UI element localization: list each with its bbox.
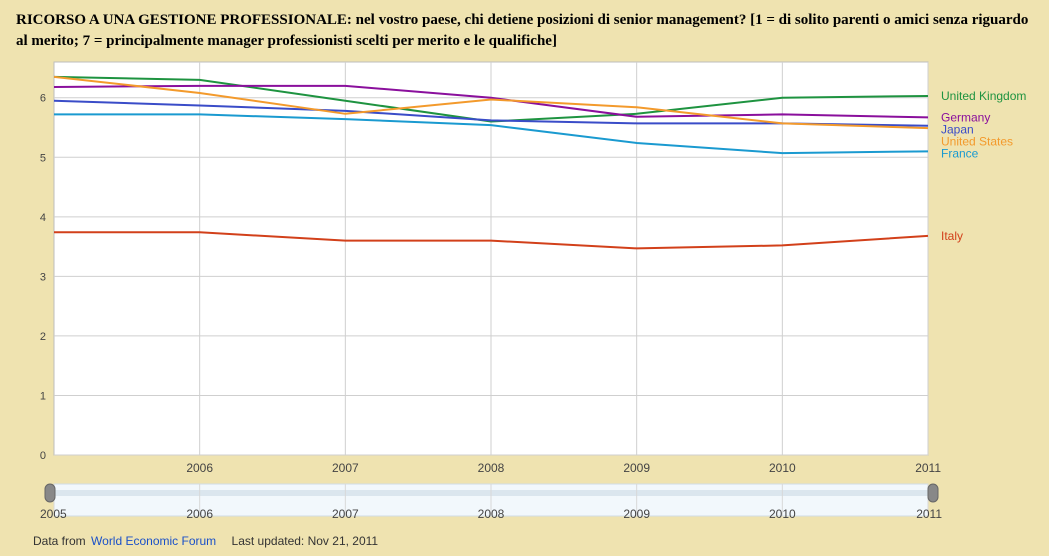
series-line-united-kingdom[interactable] xyxy=(53,75,929,123)
x-tick-label: 2008 xyxy=(478,461,505,475)
y-tick-label: 5 xyxy=(40,152,46,164)
x-tick-label: 2007 xyxy=(332,461,359,475)
series-lines[interactable] xyxy=(53,75,929,250)
chart-title-rest: nel vostro paese, chi detiene posizioni … xyxy=(16,12,1029,49)
y-tick-label: 1 xyxy=(40,390,46,402)
legend-label[interactable]: United Kingdom xyxy=(941,89,1026,103)
x-tick-label: 2006 xyxy=(186,461,213,475)
y-tick-label: 6 xyxy=(40,93,46,105)
range-tick-label: 2005 xyxy=(40,507,67,521)
y-tick-label: 3 xyxy=(40,271,46,283)
series-line-united-states[interactable] xyxy=(53,75,929,130)
x-tick-label: 2011 xyxy=(915,461,941,475)
range-tick-label: 2010 xyxy=(769,507,796,521)
range-selector[interactable]: 2005 2006 2007 2008 2009 2010 2011 xyxy=(40,483,942,521)
range-handle-left[interactable] xyxy=(44,483,56,503)
legend-label[interactable]: Japan xyxy=(941,122,974,136)
x-axis-tick-labels: 2006 2007 2008 2009 2010 2011 xyxy=(186,461,941,475)
y-tick-label: 0 xyxy=(40,450,46,462)
x-tick-label: 2009 xyxy=(623,461,650,475)
range-tick-label: 2008 xyxy=(478,507,505,521)
chart-title-bold: RICORSO A UNA GESTIONE PROFESSIONALE: xyxy=(16,12,352,28)
source-link[interactable]: World Economic Forum xyxy=(91,534,217,548)
line-chart: 0 1 2 3 4 5 6 2006 2007 2008 2009 2010 2011 United … xyxy=(40,61,1026,521)
footer-data-from: Data from xyxy=(33,534,86,548)
range-tick-label: 2009 xyxy=(623,507,650,521)
range-tick-label: 2011 xyxy=(916,507,942,521)
legend-label[interactable]: Germany xyxy=(941,110,990,124)
series-line-italy[interactable] xyxy=(54,231,929,250)
legend-label[interactable]: France xyxy=(941,146,979,160)
legend-label[interactable]: Italy xyxy=(941,229,963,243)
range-tick-label: 2006 xyxy=(186,507,213,521)
series-line-france[interactable] xyxy=(54,113,929,155)
footer: Data from World Economic Forum Last upda… xyxy=(33,534,378,548)
series-line-germany[interactable] xyxy=(53,84,929,119)
legend-label[interactable]: United States xyxy=(941,134,1013,148)
range-tick-label: 2007 xyxy=(332,507,359,521)
y-tick-label: 4 xyxy=(40,212,46,224)
y-axis-tick-labels: 0 1 2 3 4 5 6 xyxy=(40,93,46,462)
range-handle-right[interactable] xyxy=(927,483,939,503)
vertical-gridlines xyxy=(199,62,929,455)
chart-title: RICORSO A UNA GESTIONE PROFESSIONALE: ne… xyxy=(16,10,1036,52)
last-updated: Last updated: Nov 21, 2011 xyxy=(231,534,379,548)
x-tick-label: 2010 xyxy=(769,461,796,475)
y-tick-label: 2 xyxy=(40,331,46,343)
